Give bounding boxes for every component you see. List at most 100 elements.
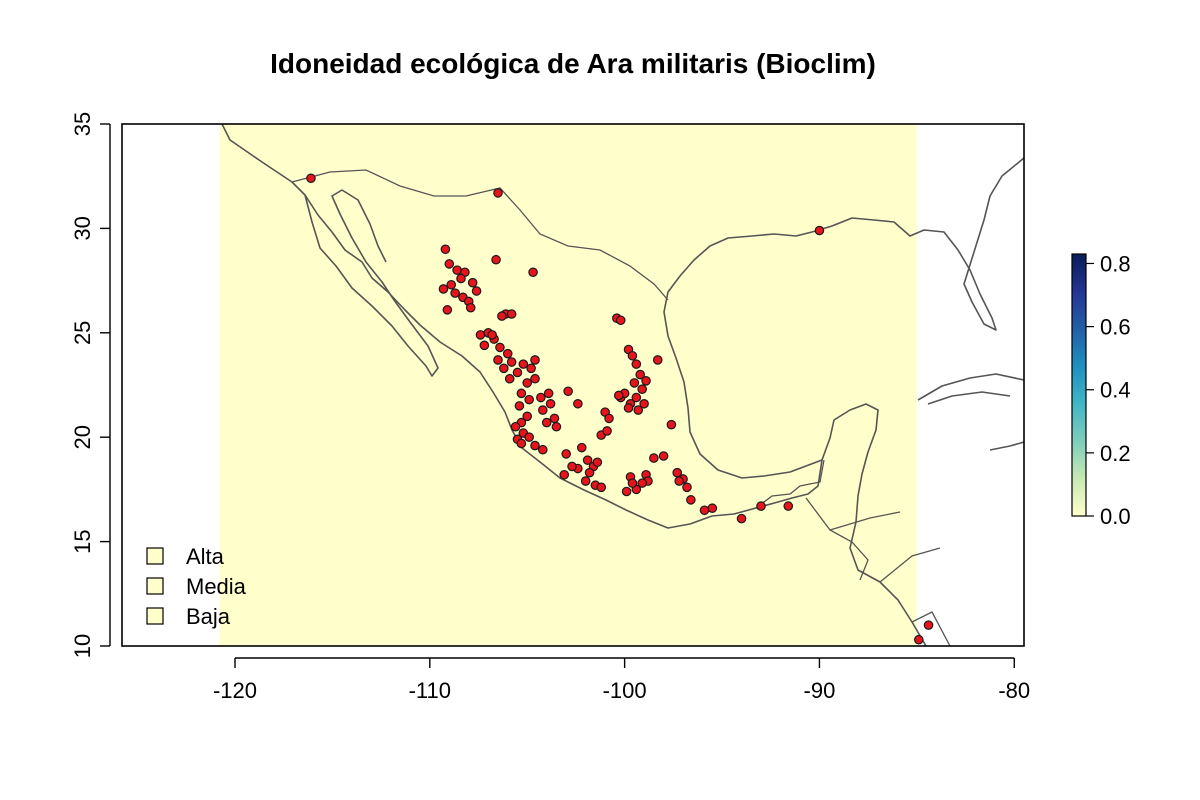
occurrence-point — [514, 401, 525, 411]
occurrence-point — [530, 440, 540, 451]
occurrence-point — [623, 403, 634, 413]
occurrence-point — [524, 394, 534, 405]
occurrence-point — [627, 350, 638, 361]
occurrence-point — [666, 419, 677, 430]
occurrence-point — [613, 390, 624, 401]
colorbar-tick-label: 0.4 — [1100, 378, 1131, 403]
y-axis: 10 15 20 25 30 35 — [70, 112, 111, 658]
colorbar: 0.0 0.2 0.4 0.6 0.8 — [1071, 251, 1131, 529]
x-axis: -120 -110 -100 -90 -80 — [213, 657, 1030, 703]
occurrence-point — [530, 373, 540, 384]
occurrence-point — [639, 398, 649, 409]
occurrence-point — [493, 188, 503, 198]
occurrence-point — [493, 355, 503, 365]
occurrence-point — [510, 421, 521, 432]
occurrence-point — [584, 467, 595, 478]
y-tick-label: 30 — [70, 216, 95, 240]
colorbar-tick-label: 0.2 — [1100, 441, 1131, 466]
occurrence-point — [686, 495, 696, 505]
occurrence-point — [783, 501, 794, 511]
occurrence-point — [602, 426, 612, 436]
country-outlines — [221, 124, 1024, 646]
mexico-coastline — [221, 124, 927, 646]
baja-peninsula — [304, 189, 439, 377]
x-tick-label: -90 — [804, 678, 836, 703]
occurrence-point — [512, 367, 523, 378]
occurrence-point — [582, 455, 593, 465]
occurrence-points — [306, 173, 934, 645]
occurrence-point — [499, 363, 509, 374]
occurrence-point — [674, 476, 684, 486]
occurrence-point — [497, 311, 507, 321]
occurrence-point — [491, 254, 501, 265]
occurrence-point — [682, 482, 692, 493]
y-tick-label: 15 — [70, 529, 95, 553]
occurrence-point — [479, 340, 490, 351]
occurrence-point — [528, 267, 538, 278]
us-mexico-border — [291, 169, 669, 301]
occurrence-point — [471, 286, 482, 296]
occurrence-point — [641, 376, 651, 386]
occurrence-point — [538, 405, 548, 415]
occurrence-point — [306, 173, 316, 184]
gulf-coastline — [663, 157, 1024, 479]
occurrence-point — [633, 405, 644, 415]
occurrence-point — [621, 486, 632, 497]
x-tick-label: -120 — [213, 678, 257, 703]
occurrence-point — [506, 357, 517, 367]
occurrence-point — [592, 457, 603, 468]
occurrence-point — [627, 478, 638, 488]
occurrence-point — [456, 273, 466, 284]
occurrence-point — [438, 284, 449, 294]
occurrence-point — [522, 411, 533, 422]
occurrence-point — [629, 378, 640, 388]
occurrence-point — [541, 417, 552, 428]
occurrence-point — [495, 342, 505, 353]
occurrence-point — [567, 461, 577, 472]
occurrence-point — [658, 451, 669, 461]
y-tick-label: 25 — [70, 321, 95, 345]
occurrence-point — [530, 355, 540, 365]
occurrence-point — [450, 288, 460, 298]
occurrence-point — [756, 501, 766, 511]
occurrence-point — [444, 259, 455, 269]
occurrence-point — [522, 378, 533, 388]
occurrence-point — [502, 348, 513, 359]
occurrence-point — [637, 478, 647, 488]
occurrence-point — [475, 330, 486, 340]
legend-label: Media — [186, 574, 247, 599]
plot-frame — [121, 123, 1025, 647]
occurrence-point — [538, 444, 548, 455]
occurrence-point — [573, 398, 583, 409]
occurrence-point — [452, 265, 462, 275]
occurrence-point — [440, 244, 451, 255]
occurrence-point — [563, 386, 573, 397]
colorbar-tick-label: 0.6 — [1100, 315, 1131, 340]
x-tick-label: -80 — [998, 678, 1030, 703]
occurrence-point — [506, 309, 517, 319]
occurrence-point — [596, 482, 607, 493]
y-tick-label: 10 — [70, 634, 95, 658]
occurrence-point — [518, 359, 529, 369]
occurrence-point — [913, 634, 924, 645]
legend-swatch — [146, 547, 164, 565]
suitability-raster — [219, 124, 917, 646]
occurrence-point — [649, 453, 659, 463]
occurrence-point — [465, 302, 476, 313]
occurrence-point — [615, 315, 626, 326]
occurrence-point — [446, 279, 457, 290]
occurrence-point — [635, 369, 646, 380]
colorbar-tick-label: 0.0 — [1100, 504, 1131, 529]
occurrence-point — [549, 413, 560, 424]
legend-swatch — [146, 607, 164, 625]
plot-area — [219, 124, 1024, 646]
occurrence-point — [637, 384, 647, 394]
occurrence-point — [545, 398, 556, 409]
occurrence-point — [526, 363, 536, 374]
occurrence-point — [442, 305, 453, 315]
legend-swatch — [146, 577, 164, 595]
x-tick-label: -110 — [409, 678, 451, 703]
guatemala-border — [755, 459, 825, 509]
occurrence-point — [652, 355, 663, 365]
y-tick-label: 20 — [70, 425, 95, 449]
